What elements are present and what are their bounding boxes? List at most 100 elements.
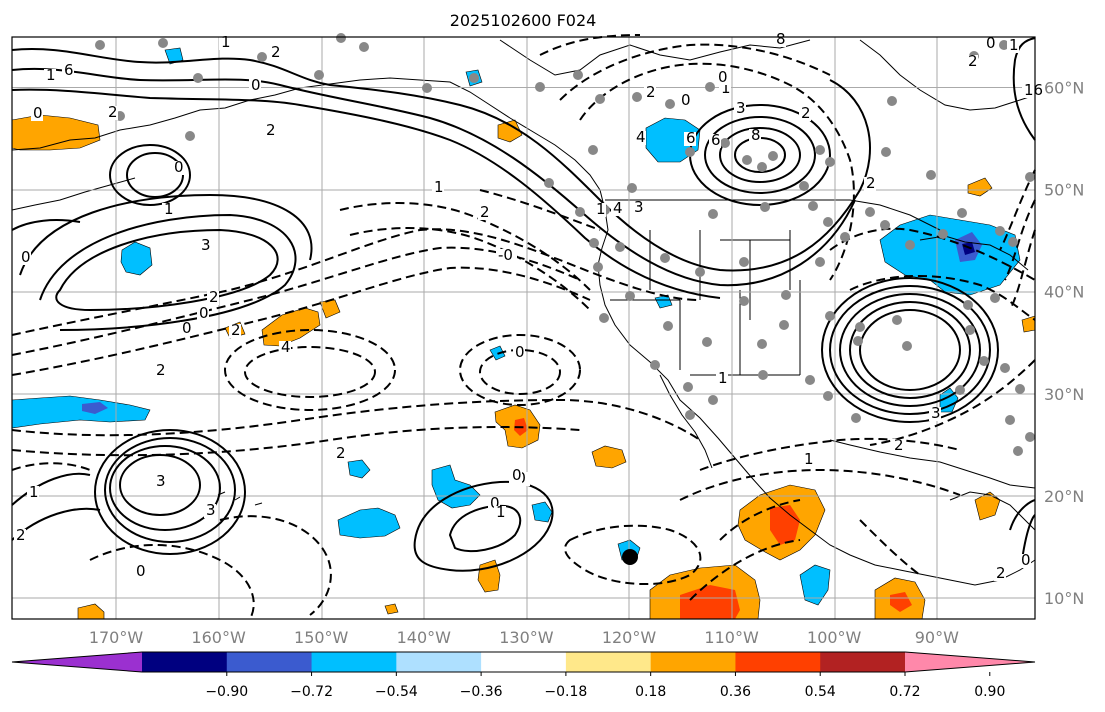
contour-value-label: 1 — [221, 33, 231, 51]
contour-value-label: 3 — [201, 236, 211, 254]
contour-value-label: 0 — [718, 68, 728, 86]
contour-label-background — [632, 201, 644, 215]
colorbar-segment — [481, 652, 567, 672]
longitude-label: 90°W — [915, 628, 959, 647]
longitude-label: 120°W — [602, 628, 657, 647]
contour-value-label: 2 — [646, 83, 656, 101]
colorbar-segment — [735, 652, 821, 672]
anomaly-patch-cyan — [337, 507, 401, 539]
colorbar-tick-label: −0.90 — [205, 684, 248, 700]
contour-value-label: 0 — [251, 76, 261, 94]
anomaly-patch-orange — [974, 491, 1001, 521]
contour-label-background — [154, 364, 166, 378]
anomaly-patch-orange — [77, 603, 105, 620]
contour-value-label: -0 — [498, 246, 513, 264]
longitude-label: 100°W — [807, 628, 862, 647]
contour-value-label: 2 — [156, 361, 166, 379]
anomaly-patch-red — [680, 585, 740, 619]
contour-value-label: 0 — [986, 34, 996, 52]
contour-value-label: 2 — [801, 104, 811, 122]
contour-label-background — [749, 129, 761, 143]
contour-value-label: 2 — [996, 564, 1006, 582]
contour-label-background — [1019, 554, 1031, 568]
coastline-gulf-of-mexico — [829, 439, 1036, 489]
anomaly-patch-cyan — [531, 501, 553, 523]
contour-value-label: 1 — [496, 503, 506, 521]
contour-label-background — [684, 132, 696, 146]
contour-label-background — [594, 203, 606, 217]
map-panel: 21640286328201203104123122-00023210420-0… — [11, 30, 1043, 620]
contour-label-background — [644, 86, 656, 100]
contour-value-label: 16 — [1024, 81, 1043, 99]
longitude-labels: 170°W 160°W 150°W 140°W 130°W 120°W 110°W 100°W… — [89, 628, 959, 647]
contour-value-label: 1 — [721, 79, 731, 97]
anomaly-patch-blue — [82, 402, 108, 414]
contour-value-label: 6 — [686, 129, 696, 147]
contour-value-label: 2 — [209, 288, 219, 306]
contour-value-label: 3 — [206, 501, 216, 519]
longitude-label: 160°W — [191, 628, 246, 647]
contour-label-background — [31, 107, 43, 121]
contour-value-label: 2 — [968, 52, 978, 70]
contour-label-background — [197, 307, 209, 321]
contour-value-label: 2 — [894, 436, 904, 454]
anomaly-patch-orange — [967, 177, 993, 197]
anomaly-patch-cyan — [120, 241, 153, 276]
anomaly-patch-orange — [384, 603, 399, 615]
contour-label-background — [1022, 84, 1043, 98]
contour-label-background — [634, 131, 646, 145]
contour-label-background — [180, 322, 192, 336]
contour-label-background — [334, 447, 346, 461]
aleutian-islands — [11, 177, 136, 211]
colorbar-segment — [142, 652, 228, 672]
contour-value-label: 3 — [931, 404, 941, 422]
storm-center-marker — [622, 549, 638, 565]
colorbar-tick-label: −0.36 — [460, 684, 503, 700]
map-frame — [11, 36, 1036, 620]
contour-label-background — [1007, 39, 1019, 53]
contour-label-background — [966, 55, 978, 69]
anomaly-patch-cyan — [431, 464, 481, 509]
colorbar-tick-label: 0.18 — [635, 684, 666, 700]
contour-value-label: 1 — [46, 66, 56, 84]
latitude-label: 20°N — [1044, 487, 1084, 506]
colorbar-segment — [565, 652, 652, 672]
contour-label-background — [432, 181, 444, 195]
contour-value-label: 2 — [866, 174, 876, 192]
contour-value-label: 0 — [512, 466, 522, 484]
contour-value-label: 2 — [480, 203, 490, 221]
latitude-labels: 60°N 50°N 40°N 30°N 20°N 10°N — [1044, 79, 1084, 609]
contour-value-label: 0 — [490, 494, 500, 512]
colorbar-tick-label: −0.18 — [544, 684, 587, 700]
contour-value-label: 2 — [336, 444, 346, 462]
contour-value-label: 8 — [776, 30, 786, 48]
contour-label-background — [279, 341, 291, 355]
us-canada-border — [605, 199, 941, 231]
contour-value-label: 0 — [182, 319, 192, 337]
contour-label-background — [513, 346, 525, 360]
map-title: 2025102600 F024 — [450, 11, 597, 30]
contour-label-background — [716, 71, 728, 85]
colorbar-segment — [311, 652, 397, 672]
coastline-layer — [11, 39, 1036, 586]
anomaly-patch-red — [890, 592, 912, 612]
colorbar-tick-label: −0.72 — [290, 684, 333, 700]
contour-label-background — [709, 134, 721, 148]
latitude-label: 50°N — [1044, 181, 1084, 200]
contour-label-background — [892, 439, 904, 453]
contour-value-label: 8 — [751, 126, 761, 144]
contour-label-background — [496, 249, 517, 263]
anomaly-patch-cyan — [164, 47, 184, 65]
anomaly-patch-orange — [497, 119, 523, 143]
contour-label-background — [199, 239, 211, 253]
solid-contours — [11, 37, 1036, 572]
colorbar-segment — [820, 652, 906, 672]
contour-value-label: 1 — [718, 369, 728, 387]
anomaly-patch-red — [770, 505, 800, 545]
colorbar-segment — [226, 652, 313, 672]
contour-value-label: 4 — [281, 338, 291, 356]
longitude-label: 110°W — [704, 628, 759, 647]
contour-value-label: 1 — [1009, 36, 1019, 54]
contour-label-background — [719, 82, 731, 96]
